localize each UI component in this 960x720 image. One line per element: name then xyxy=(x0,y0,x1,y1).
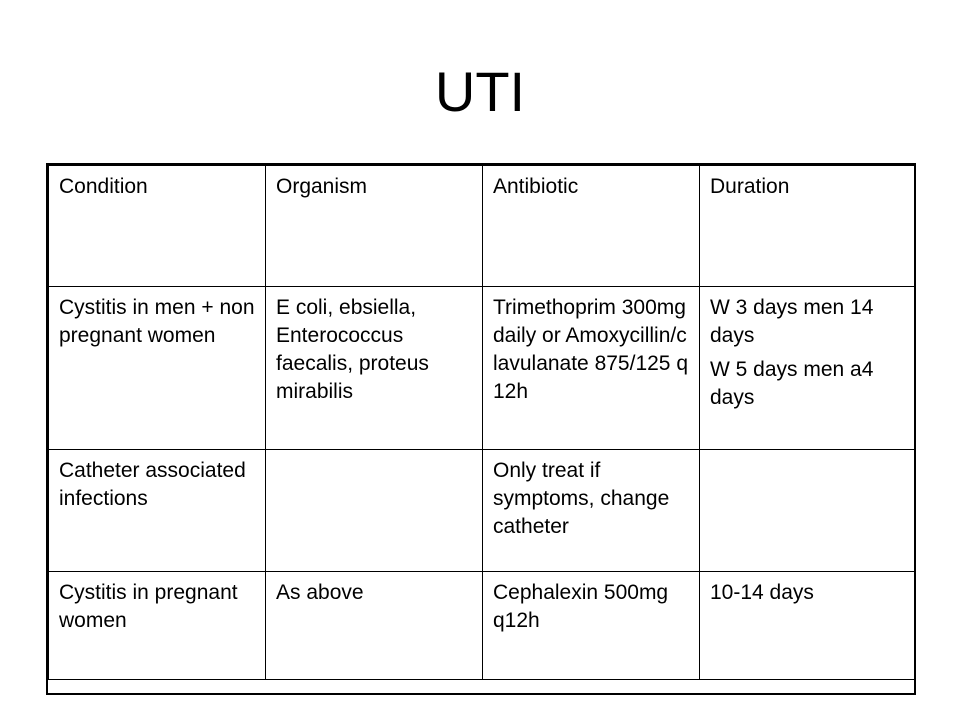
duration-line: 10-14 days xyxy=(710,581,814,604)
cell-organism: As above xyxy=(265,571,483,680)
cell-condition: Cystitis in pregnant women xyxy=(48,571,266,680)
table-header-row: Condition Organism Antibiotic Duration xyxy=(48,165,915,287)
duration-line: W 3 days men 14 days xyxy=(710,296,874,347)
cell-organism: E coli, ebsiella, Enterococcus faecalis,… xyxy=(265,286,483,450)
cell-duration: 10-14 days xyxy=(699,571,915,680)
cell-duration: W 3 days men 14 days W 5 days men a4 day… xyxy=(699,286,915,450)
page-title: UTI xyxy=(434,60,526,123)
cell-organism xyxy=(265,449,483,572)
header-condition: Condition xyxy=(48,165,266,287)
cell-antibiotic: Only treat if symptoms, change catheter xyxy=(482,449,700,572)
table-row: Cystitis in pregnant women As above Ceph… xyxy=(48,571,915,680)
cell-duration xyxy=(699,449,915,572)
cell-condition: Catheter associated infections xyxy=(48,449,266,572)
table-row: Cystitis in men + non pregnant women E c… xyxy=(48,286,915,450)
header-duration: Duration xyxy=(699,165,915,287)
header-antibiotic: Antibiotic xyxy=(482,165,700,287)
table-row: Catheter associated infections Only trea… xyxy=(48,449,915,572)
header-organism: Organism xyxy=(265,165,483,287)
cell-antibiotic: Cephalexin 500mg q12h xyxy=(482,571,700,680)
duration-line: W 5 days men a4 days xyxy=(710,358,874,409)
uti-treatment-table: Condition Organism Antibiotic Duration C… xyxy=(48,165,915,680)
cell-condition: Cystitis in men + non pregnant women xyxy=(48,286,266,450)
cell-antibiotic: Trimethoprim 300mg daily or Amoxycillin/… xyxy=(482,286,700,450)
